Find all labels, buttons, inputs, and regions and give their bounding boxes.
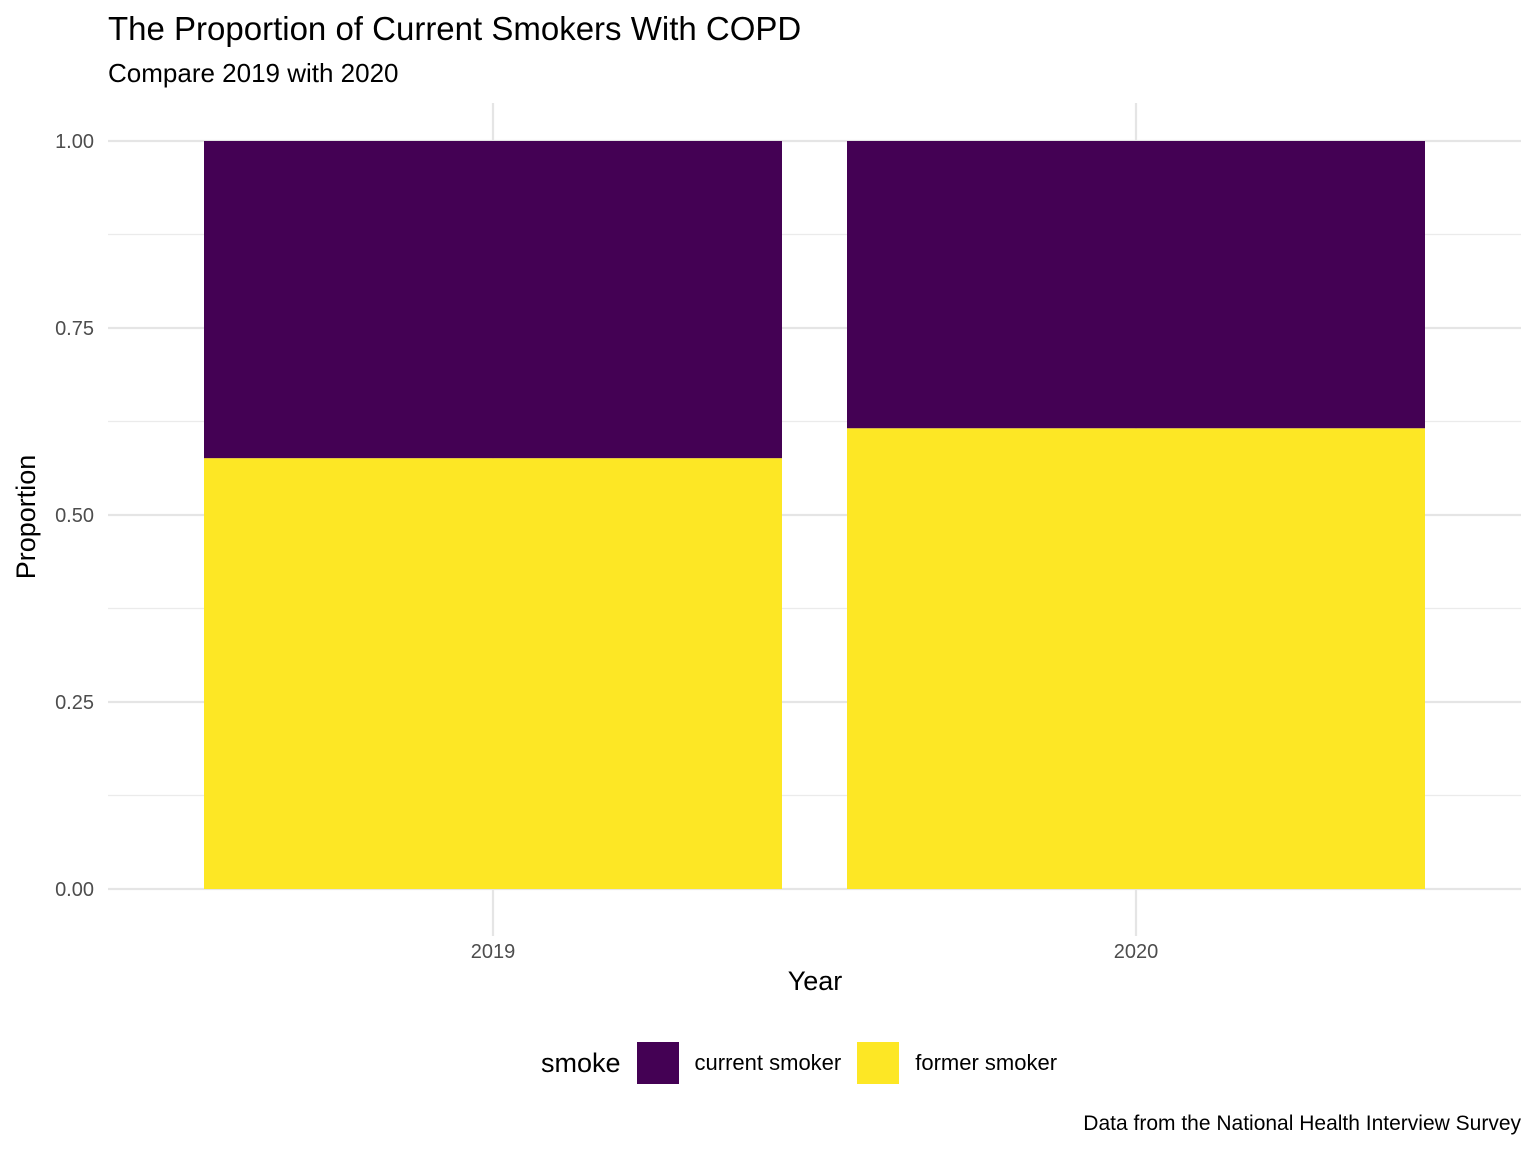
legend-label-former-smoker: former smoker [915, 1050, 1058, 1075]
x-axis-ticks: 2019 2020 [471, 941, 1159, 963]
y-tick-label: 0.50 [55, 505, 94, 527]
chart-subtitle: Compare 2019 with 2020 [108, 58, 399, 88]
legend-item-current-smoker: current smoker [636, 1042, 842, 1084]
bars [204, 141, 1425, 889]
legend-title: smoke [541, 1047, 621, 1078]
caption: Data from the National Health Interview … [1083, 1112, 1521, 1135]
y-axis-ticks: 0.00 0.25 0.50 0.75 1.00 [55, 131, 94, 901]
legend-item-former-smoker: former smoker [857, 1042, 1057, 1084]
legend-key-current-smoker [636, 1042, 679, 1084]
bar-current-smoker-2020 [847, 141, 1425, 429]
y-tick-label: 0.25 [55, 692, 94, 714]
x-tick-label: 2019 [471, 941, 516, 963]
y-tick-label: 0.00 [55, 879, 94, 901]
x-tick-label: 2020 [1114, 941, 1159, 963]
y-tick-label: 1.00 [55, 131, 94, 153]
y-tick-label: 0.75 [55, 318, 94, 340]
legend: smoke current smoker former smoker [541, 1041, 1073, 1085]
x-axis-title: Year [788, 966, 843, 996]
chart-title: The Proportion of Current Smokers With C… [108, 10, 802, 47]
y-axis-title: Proportion [11, 455, 41, 580]
bar-former-smoker-2020 [847, 428, 1425, 889]
legend-label-current-smoker: current smoker [694, 1050, 842, 1075]
legend-key-former-smoker [857, 1042, 900, 1084]
bar-current-smoker-2019 [204, 141, 782, 459]
bar-former-smoker-2019 [204, 458, 782, 889]
